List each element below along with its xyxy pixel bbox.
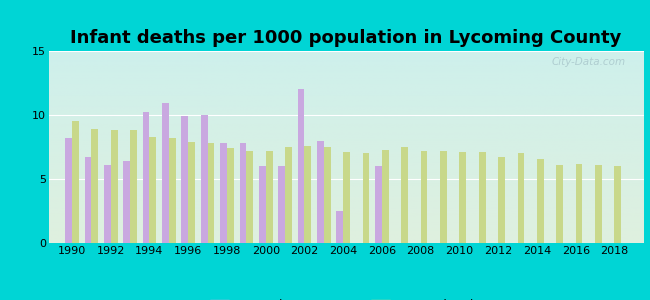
Bar xyxy=(240,143,246,243)
Bar xyxy=(421,151,428,243)
Bar xyxy=(337,211,343,243)
Bar xyxy=(207,143,214,243)
Bar xyxy=(298,89,304,243)
Bar xyxy=(104,165,110,243)
Bar xyxy=(169,138,176,243)
Bar xyxy=(363,153,369,243)
Bar xyxy=(266,151,272,243)
Text: City-Data.com: City-Data.com xyxy=(552,57,626,67)
Bar xyxy=(220,143,227,243)
Bar xyxy=(162,103,169,243)
Bar xyxy=(375,166,382,243)
Bar xyxy=(343,152,350,243)
Bar xyxy=(84,157,92,243)
Bar xyxy=(188,142,195,243)
Bar xyxy=(498,157,505,243)
Bar xyxy=(537,158,544,243)
Bar xyxy=(201,115,207,243)
Bar xyxy=(246,151,253,243)
Title: Infant deaths per 1000 population in Lycoming County: Infant deaths per 1000 population in Lyc… xyxy=(70,29,622,47)
Bar xyxy=(111,130,118,243)
Bar xyxy=(460,152,466,243)
Bar xyxy=(576,164,582,243)
Legend: Lycoming County, Pennsylvania: Lycoming County, Pennsylvania xyxy=(205,294,488,300)
Bar xyxy=(285,147,292,243)
Bar xyxy=(181,116,188,243)
Bar xyxy=(227,148,234,243)
Bar xyxy=(479,152,486,243)
Bar xyxy=(595,165,602,243)
Bar xyxy=(382,150,389,243)
Bar xyxy=(614,166,621,243)
Bar xyxy=(65,138,72,243)
Bar xyxy=(324,147,331,243)
Bar xyxy=(317,141,324,243)
Bar xyxy=(556,165,563,243)
Bar xyxy=(401,147,408,243)
Bar xyxy=(517,153,525,243)
Bar xyxy=(124,161,130,243)
Bar xyxy=(259,166,266,243)
Bar xyxy=(440,151,447,243)
Bar xyxy=(130,130,137,243)
Bar xyxy=(278,166,285,243)
Bar xyxy=(304,146,311,243)
Bar xyxy=(72,122,79,243)
Bar xyxy=(150,137,156,243)
Bar xyxy=(143,112,150,243)
Bar xyxy=(92,129,98,243)
